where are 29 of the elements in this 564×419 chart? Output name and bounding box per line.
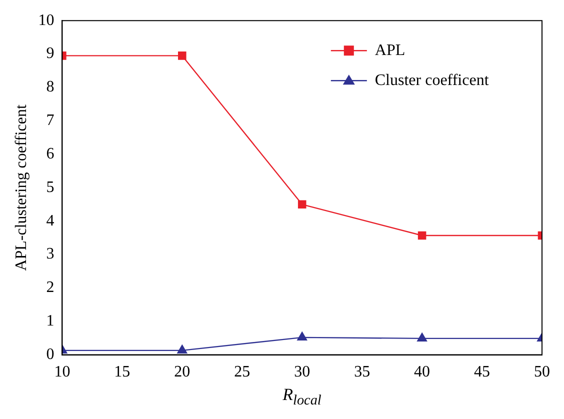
y-tick-label: 5 (46, 178, 54, 196)
x-tick-label: 30 (294, 364, 310, 381)
x-tick-label: 25 (234, 364, 250, 381)
point (297, 332, 308, 341)
y-tick-label: 9 (46, 45, 54, 62)
x-tick-label: 35 (354, 364, 370, 381)
point (418, 231, 426, 240)
y-axis-title: APL-clustering coefficent (12, 104, 30, 271)
x-tick-label: 15 (114, 364, 130, 381)
y-tick-label: 4 (46, 212, 54, 230)
x-tick-label: 20 (174, 364, 190, 381)
x-axis-title: R$_{local}$ (282, 384, 322, 409)
y-tick-label: 6 (46, 145, 54, 162)
x-tick-label: 40 (414, 364, 430, 381)
point (298, 200, 306, 209)
y-tick-label: 10 (38, 12, 54, 29)
y-tick-label: 1 (46, 312, 54, 330)
legend-label: APL (374, 42, 406, 59)
x-tick-label: 45 (474, 364, 490, 381)
point (417, 332, 427, 342)
y-tick-label: 0 (46, 346, 54, 364)
y-tick-label: 2 (46, 279, 54, 296)
point (178, 52, 186, 60)
legend-label: Cluster coefficent (374, 72, 490, 89)
point (177, 344, 188, 354)
y-tick-label: 3 (46, 246, 54, 263)
y-tick-label: 8 (46, 78, 54, 96)
y-tick-label: 7 (46, 112, 54, 130)
x-tick-label: 50 (534, 364, 550, 381)
